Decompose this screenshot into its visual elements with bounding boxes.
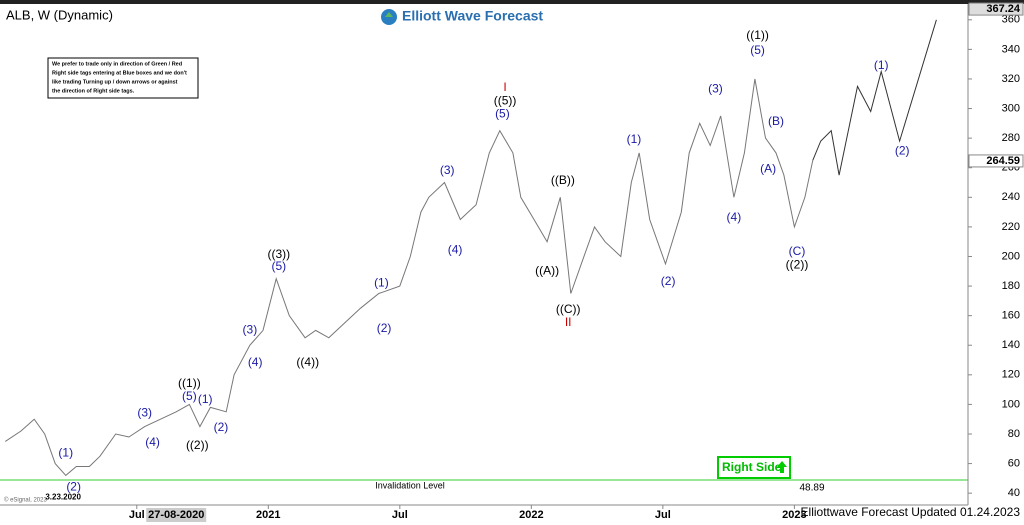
wave-label: ((1))	[746, 28, 769, 42]
y-tick-label: 40	[1008, 487, 1020, 499]
note-line: We prefer to trade only in direction of …	[52, 61, 182, 67]
x-tick-label: Jul	[655, 509, 671, 521]
wave-label: ((1))	[178, 376, 201, 390]
price-label-box	[968, 154, 1024, 168]
wave-label: (C)	[789, 244, 806, 258]
y-tick-label: 160	[1002, 310, 1020, 322]
wave-label: (1)	[374, 275, 389, 289]
wave-label: II	[565, 315, 572, 329]
footer: Elliottwave Forecast Updated 01.24.2023	[801, 505, 1021, 519]
wave-label: ((C))	[556, 302, 581, 316]
price-label: 367.24	[986, 3, 1021, 15]
wave-label: ((3))	[267, 247, 290, 261]
y-tick-label: 340	[1002, 43, 1020, 55]
price-label: 264.59	[986, 155, 1020, 167]
y-tick-label: 80	[1008, 428, 1020, 440]
invalidation-label: Invalidation Level	[375, 480, 445, 490]
wave-label: I	[503, 80, 506, 94]
wave-label: (A)	[760, 161, 776, 175]
wave-label: ((5))	[494, 93, 517, 107]
x-tick-label: 2021	[256, 509, 280, 521]
invalidation-value: 48.89	[799, 483, 824, 494]
note-line: like trading Turning up / down arrows or…	[52, 79, 178, 85]
wave-label: (1)	[874, 58, 889, 72]
wave-label: (1)	[627, 132, 642, 146]
y-tick-label: 120	[1002, 369, 1020, 381]
y-tick-label: 320	[1002, 73, 1020, 85]
price-line	[5, 78, 814, 477]
wave-label: ((4))	[296, 355, 319, 369]
x-tick-label: Jul	[392, 509, 408, 521]
wave-label: (5)	[271, 259, 286, 273]
chart-title: ALB, W (Dynamic)	[6, 7, 113, 22]
wave-label: (2)	[661, 274, 676, 288]
y-tick-label: 280	[1002, 132, 1020, 144]
y-tick-label: 240	[1002, 191, 1020, 203]
x-tick-label: 2022	[519, 509, 543, 521]
wave-label: (2)	[377, 321, 392, 335]
y-tick-label: 200	[1002, 250, 1020, 262]
note-box	[47, 57, 199, 99]
wave-label: (5)	[495, 107, 510, 121]
wave-label: ((2))	[186, 438, 209, 452]
wave-label: ((2))	[786, 258, 809, 272]
y-tick-label: 140	[1002, 339, 1020, 351]
y-tick-label: 300	[1002, 102, 1020, 114]
wave-label: ((B))	[551, 173, 575, 187]
wave-label: (2)	[66, 479, 81, 493]
y-tick-label: 60	[1008, 457, 1020, 469]
wave-label: ((A))	[535, 263, 559, 277]
wave-label: (3)	[708, 81, 723, 95]
right-side-tag: Right Side	[722, 460, 782, 474]
wave-label: (5)	[750, 43, 765, 57]
copyright: © eSignal, 2023	[4, 497, 47, 504]
y-tick-label: 100	[1002, 398, 1020, 410]
up-arrow	[777, 461, 787, 473]
y-tick-label: 220	[1002, 221, 1020, 233]
note: We prefer to trade only in direction of …	[52, 61, 187, 94]
wave-label: 3.23.2020	[45, 493, 81, 502]
wave-label: (2)	[214, 420, 229, 434]
wave-label: (3)	[137, 405, 152, 419]
wave-label: (3)	[243, 323, 258, 337]
top-bar	[0, 0, 1024, 4]
wave-label: (3)	[440, 163, 455, 177]
wave-label: (4)	[727, 210, 742, 224]
note-line: the direction of Right side tags.	[52, 88, 135, 94]
price-line	[812, 19, 937, 176]
right-side-box	[717, 456, 791, 479]
x-tick-label: 2023	[782, 509, 806, 521]
y-tick-label: 180	[1002, 280, 1020, 292]
crosshair-label: 27-08-2020	[148, 509, 204, 521]
wave-label: (4)	[248, 355, 263, 369]
x-tick-label: Jul	[129, 509, 145, 521]
wave-label: (1)	[198, 392, 213, 406]
wave-label: (B)	[768, 114, 784, 128]
price-label-box	[968, 2, 1024, 16]
wave-label: (1)	[58, 445, 73, 459]
note-line: Right side tags entering at Blue boxes a…	[52, 70, 187, 76]
crosshair-label-box	[146, 508, 207, 522]
wave-label: (2)	[895, 144, 910, 158]
wave-label: (5)	[182, 389, 197, 403]
wave-label: (4)	[145, 435, 160, 449]
logo-icon-mark	[385, 12, 393, 17]
wave-label: (4)	[448, 243, 463, 257]
y-tick-label: 360	[1002, 14, 1020, 26]
brand: Elliott Wave Forecast	[402, 8, 543, 24]
